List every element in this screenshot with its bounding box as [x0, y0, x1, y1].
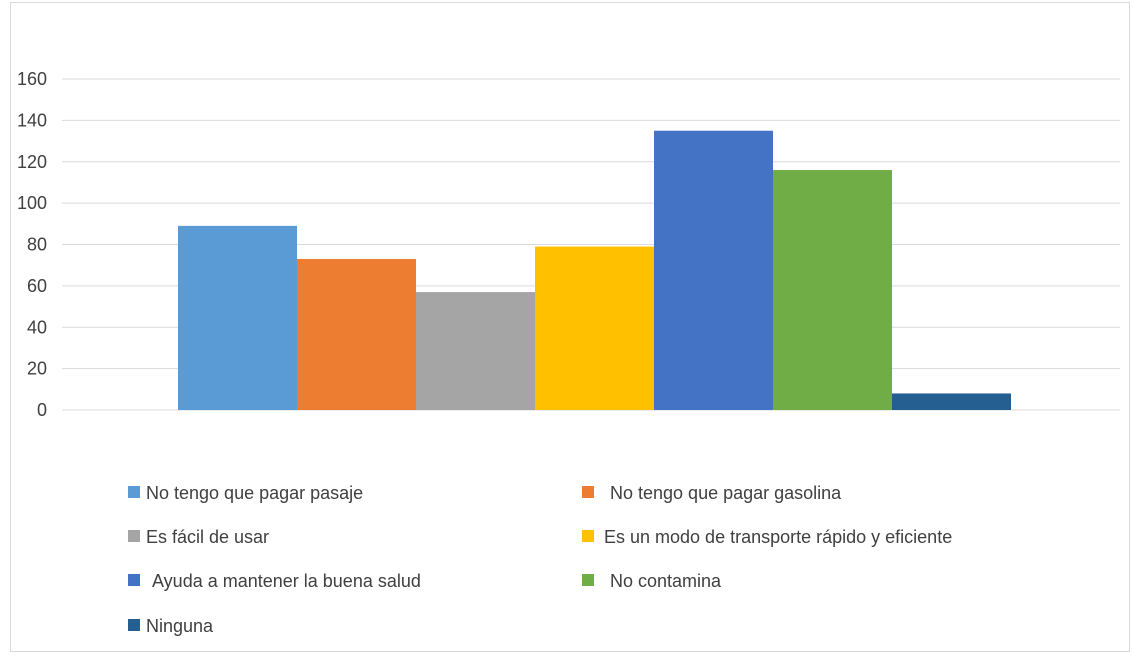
y-tick-label: 60 [27, 276, 47, 296]
legend-swatch [128, 486, 140, 498]
y-tick-label: 80 [27, 235, 47, 255]
y-tick-label: 20 [27, 359, 47, 379]
legend-swatch [582, 574, 594, 586]
legend-label: Es fácil de usar [146, 527, 269, 547]
legend-label: No tengo que pagar gasolina [610, 483, 842, 503]
legend: No tengo que pagar pasaje No tengo que pa… [128, 483, 952, 636]
y-tick-label: 40 [27, 317, 47, 337]
y-tick-label: 120 [17, 152, 47, 172]
legend-swatch [128, 530, 140, 542]
bar [297, 258, 416, 410]
bar [654, 130, 773, 410]
legend-label: No tengo que pagar pasaje [146, 483, 363, 503]
bar [416, 292, 535, 410]
legend-label: Ayuda a mantener la buena salud [152, 571, 421, 591]
y-tick-label: 160 [17, 69, 47, 89]
legend-swatch [582, 530, 594, 542]
bars [178, 130, 1011, 410]
y-tick-label: 100 [17, 193, 47, 213]
legend-label: Es un modo de transporte rápido y eficie… [604, 527, 952, 547]
bar [178, 225, 297, 410]
legend-swatch [582, 486, 594, 498]
legend-label: No contamina [610, 571, 722, 591]
y-axis-ticks: 0 20 40 60 80 100 120 140 160 [17, 69, 47, 420]
legend-swatch [128, 574, 140, 586]
y-tick-label: 0 [37, 400, 47, 420]
bar [535, 246, 654, 410]
bar [892, 393, 1011, 410]
legend-swatch [128, 619, 140, 631]
bar [773, 170, 892, 410]
y-tick-label: 140 [17, 110, 47, 130]
legend-label: Ninguna [146, 616, 214, 636]
